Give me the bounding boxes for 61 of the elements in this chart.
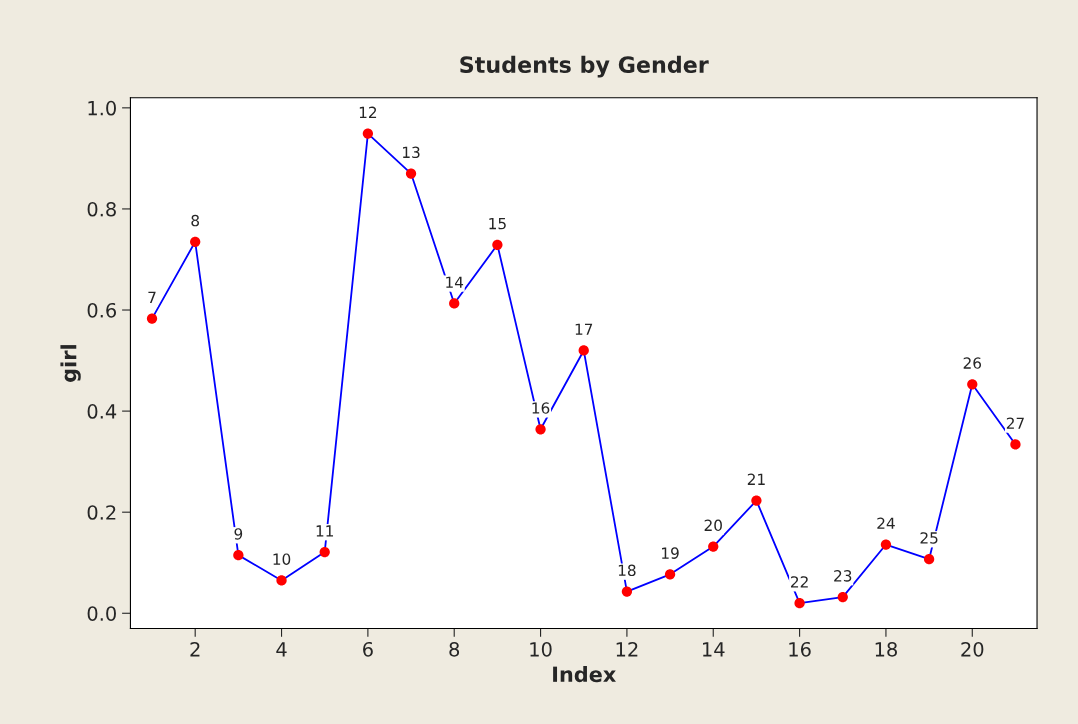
annotation: 26 xyxy=(963,357,982,369)
annotation: 14 xyxy=(446,276,464,288)
point xyxy=(837,591,848,603)
point xyxy=(708,541,719,552)
annotation: 21 xyxy=(747,473,765,485)
chart-title: Students by Gender xyxy=(460,55,709,78)
point xyxy=(1010,439,1021,450)
annotation: 7 xyxy=(148,291,156,303)
x-tick-label: 10 xyxy=(530,641,552,657)
annotation: 23 xyxy=(834,570,852,582)
point xyxy=(535,424,546,435)
point xyxy=(751,495,762,506)
point xyxy=(190,236,201,247)
x-tick-label: 12 xyxy=(616,641,638,657)
annotation: 25 xyxy=(920,532,938,544)
annotation: 24 xyxy=(877,517,895,529)
annotation: 18 xyxy=(618,564,636,577)
x-tick-label: 4 xyxy=(276,642,287,657)
point xyxy=(146,313,158,324)
annotation: 9 xyxy=(234,528,243,540)
annotation: 12 xyxy=(359,106,377,118)
y-tick-label: 0.8 xyxy=(87,201,116,217)
y-tick-label: 1.0 xyxy=(88,100,116,116)
point xyxy=(405,168,417,179)
y-tick-label: 0.4 xyxy=(87,404,117,419)
annotation: 11 xyxy=(316,525,334,537)
x-tick-label: 14 xyxy=(703,642,725,657)
point xyxy=(449,298,460,309)
annotation: 19 xyxy=(662,547,679,559)
x-tick-label: 8 xyxy=(449,641,460,657)
x-axis-title: Index xyxy=(553,666,616,683)
y-tick-label: 0.6 xyxy=(87,302,117,318)
point xyxy=(923,554,935,565)
point xyxy=(880,539,892,550)
annotation: 27 xyxy=(1006,417,1024,429)
x-tick-label: 2 xyxy=(190,641,200,657)
annotation: 16 xyxy=(532,402,550,414)
y-tick-label: 0.2 xyxy=(87,505,116,520)
x-tick-label: 6 xyxy=(363,641,373,657)
point xyxy=(492,239,503,250)
point xyxy=(233,550,244,561)
annotation: 10 xyxy=(273,553,291,565)
annotation: 22 xyxy=(790,576,808,588)
x-tick-label: 18 xyxy=(875,641,897,657)
point xyxy=(621,586,633,597)
annotation: 13 xyxy=(403,146,420,159)
y-tick-label: 0.0 xyxy=(87,606,116,621)
point xyxy=(362,128,374,139)
point xyxy=(794,598,805,609)
annotation: 8 xyxy=(191,214,200,227)
point xyxy=(664,569,676,580)
y-axis-title: girl xyxy=(60,345,81,382)
x-tick-label: 20 xyxy=(961,641,984,657)
annotation: 15 xyxy=(489,218,506,230)
annotation: 17 xyxy=(575,323,593,335)
annotation: 20 xyxy=(704,519,722,532)
point xyxy=(319,546,330,558)
point xyxy=(967,379,978,390)
x-tick-label: 16 xyxy=(789,641,811,657)
point xyxy=(276,575,287,586)
point xyxy=(578,345,589,356)
